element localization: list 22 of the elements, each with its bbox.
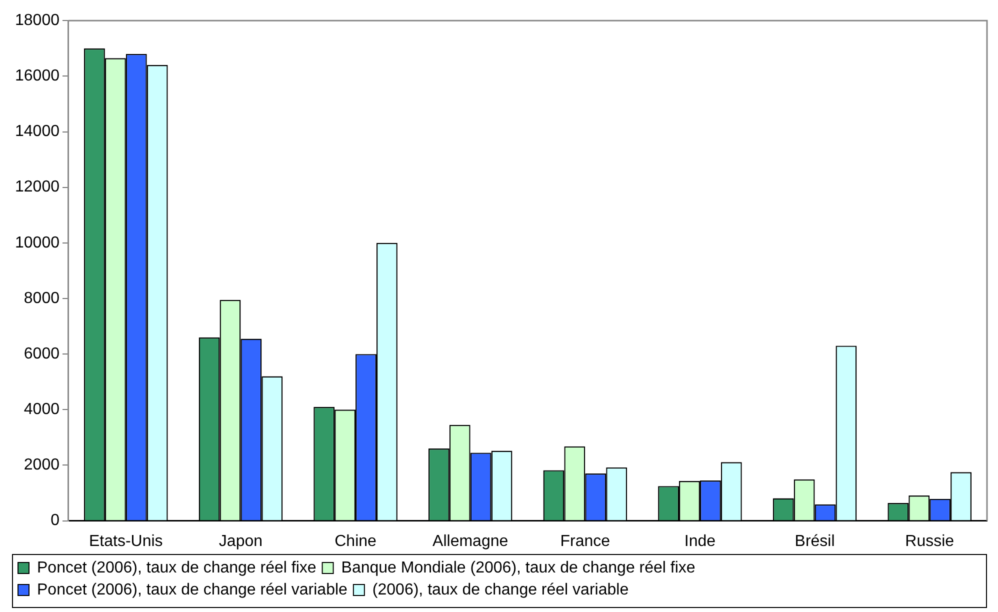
x-tick-label: Etats-Unis xyxy=(89,532,163,550)
x-tick-label: France xyxy=(560,532,610,550)
legend-label: (2006), taux de change réel variable xyxy=(372,581,629,598)
y-tick-label: 6000 xyxy=(24,345,60,362)
y-tick-label: 2000 xyxy=(24,456,60,474)
y-tick-label: 16000 xyxy=(14,68,60,85)
y-tick-label: 10000 xyxy=(14,234,60,252)
x-tick-label: Japon xyxy=(218,532,263,550)
y-tick-label: 12000 xyxy=(14,178,60,196)
legend-label: Banque Mondiale (2006), taux de change réel fixe xyxy=(341,559,696,576)
x-tick-label: Allemagne xyxy=(432,532,508,550)
legend-label: Poncet (2006), taux de change réel variable xyxy=(37,581,348,598)
x-tick-label: Chine xyxy=(334,532,377,550)
x-tick-label: Brésil xyxy=(794,532,835,550)
legend-label: Poncet (2006), taux de change réel fixe xyxy=(37,559,316,576)
y-tick-label: 18000 xyxy=(14,12,60,30)
y-tick-label: 14000 xyxy=(14,123,60,140)
y-tick-label: 0 xyxy=(50,512,60,530)
x-tick-label: Russie xyxy=(905,532,954,550)
x-tick-label: Inde xyxy=(684,532,716,550)
y-tick-label: 8000 xyxy=(24,290,60,307)
y-tick-label: 4000 xyxy=(24,401,60,418)
